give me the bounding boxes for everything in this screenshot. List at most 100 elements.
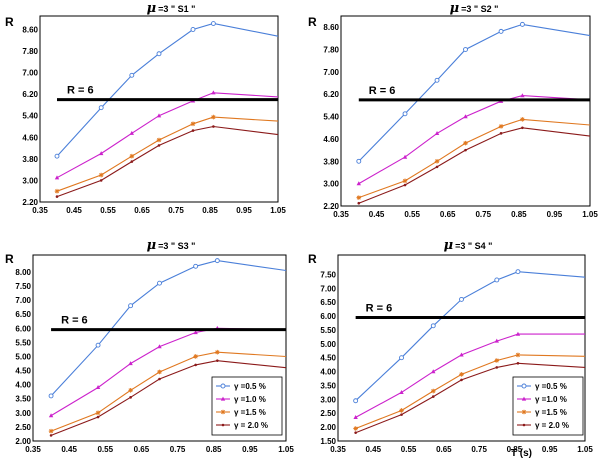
data-point <box>402 111 408 117</box>
y-tick-label: 7.00 <box>22 69 38 78</box>
y-tick-label: 6.00 <box>320 312 336 321</box>
y-tick-label: 3.80 <box>22 155 38 164</box>
y-tick-label: 5.50 <box>320 326 336 335</box>
data-point <box>49 434 53 437</box>
y-tick-label: 3.80 <box>323 157 339 166</box>
data-point <box>495 366 499 369</box>
legend-label: γ =0.5 % <box>234 382 266 391</box>
data-point <box>399 355 404 361</box>
data-point <box>156 113 162 118</box>
title-mu: μ <box>147 1 157 16</box>
series-layer <box>54 21 279 198</box>
data-point <box>96 415 100 419</box>
data-point <box>494 338 499 343</box>
x-tick-label: 0.65 <box>436 445 452 454</box>
y-tick-label: 2.20 <box>323 202 339 211</box>
y-tick-label: 3.00 <box>323 180 339 189</box>
data-point <box>158 377 161 381</box>
legend-marker <box>221 423 225 427</box>
data-point <box>156 137 162 143</box>
y-tick-labels: 2.20 3.00 3.80 4.60 5.40 6.20 7.00 7.80 … <box>22 25 38 207</box>
data-point <box>128 361 133 366</box>
data-point <box>54 188 60 194</box>
y-tick-label: 4.00 <box>320 368 336 377</box>
y-tick-label: 2.50 <box>320 409 336 418</box>
legend-label: γ =1.5 % <box>234 408 266 417</box>
panel-title: μ =3 " S1 " <box>147 1 196 16</box>
x-tick-labels: 0.35 0.45 0.55 0.65 0.75 0.85 0.95 1.05 <box>333 210 598 219</box>
data-point <box>435 165 439 169</box>
data-point <box>191 129 195 132</box>
y-tick-label: 7.00 <box>323 68 339 77</box>
y-tick-label: 1.50 <box>320 437 336 446</box>
x-tick-label: 0.35 <box>25 445 41 454</box>
y-tick-label: 4.50 <box>320 354 336 363</box>
y-tick-label: 4.60 <box>323 135 339 144</box>
legend-label: γ = 2.0 % <box>535 421 569 430</box>
x-tick-label: 0.85 <box>507 445 523 454</box>
x-tick-label: 0.55 <box>401 445 417 454</box>
data-point <box>356 158 362 164</box>
legend: γ =0.5 % γ =1.0 % γ =1.5 % γ = 2.0 % <box>512 376 584 436</box>
data-point <box>129 72 135 78</box>
panel-s4: μ =3 " S4 " R 1.50 2.00 2.50 3.00 3.50 4.… <box>308 238 593 459</box>
data-point <box>95 342 101 348</box>
legend-marker <box>220 409 226 415</box>
y-tick-label: 6.20 <box>22 90 38 99</box>
data-point <box>129 130 134 135</box>
data-point <box>434 158 440 164</box>
data-point <box>157 144 161 147</box>
y-tick-label: 6.50 <box>320 298 336 307</box>
data-point <box>190 27 196 32</box>
x-tick-label: 0.95 <box>236 206 252 215</box>
y-tick-label: 5.00 <box>15 352 31 361</box>
y-tick-label: 3.00 <box>320 395 336 404</box>
title-mu: μ <box>147 238 157 253</box>
x-tick-label: 0.85 <box>206 445 222 454</box>
x-tick-label: 0.65 <box>134 206 150 215</box>
data-point <box>190 121 196 127</box>
data-point <box>463 47 468 52</box>
x-tick-label: 0.75 <box>170 445 186 454</box>
y-tick-label: 4.60 <box>22 133 38 142</box>
reference-label: R = 6 <box>61 315 88 327</box>
x-tick-label: 0.45 <box>369 210 385 219</box>
x-tick-label: 0.75 <box>168 206 184 215</box>
legend-label: γ = 2.0 % <box>234 421 268 430</box>
data-point <box>399 390 404 395</box>
legend-marker <box>220 396 226 401</box>
y-tick-label: 7.00 <box>320 284 336 293</box>
data-point <box>130 160 134 163</box>
y-tick-labels: 1.50 2.00 2.50 3.00 3.50 4.00 4.50 5.00 … <box>320 270 336 446</box>
x-tick-label: 0.85 <box>202 206 218 215</box>
y-tick-labels: 2.00 2.50 3.00 3.50 4.00 4.50 5.00 5.50 … <box>15 268 31 446</box>
data-point <box>402 154 408 159</box>
data-point <box>214 258 220 264</box>
data-point <box>353 426 358 431</box>
title-rest: =3 " S3 " <box>158 241 195 251</box>
data-point <box>193 354 198 359</box>
data-point <box>95 385 101 390</box>
data-point <box>353 415 358 420</box>
y-tick-label: 7.00 <box>15 296 31 305</box>
data-point <box>354 431 357 434</box>
y-tick-label: 8.60 <box>22 25 38 34</box>
x-tick-label: 0.45 <box>365 445 381 454</box>
data-point <box>356 195 362 200</box>
x-tick-label: 1.05 <box>577 445 593 454</box>
y-tick-label: 5.00 <box>320 340 336 349</box>
data-point <box>128 387 133 393</box>
y-tick-label: 7.50 <box>15 282 31 291</box>
data-point <box>434 130 440 135</box>
y-tick-label: 6.00 <box>15 324 31 333</box>
data-point <box>494 358 500 363</box>
x-tick-label: 1.05 <box>278 445 294 454</box>
reference-label: R = 6 <box>67 85 94 97</box>
y-tick-label: 5.50 <box>15 338 31 347</box>
data-point <box>515 331 521 336</box>
x-tick-label: 1.05 <box>270 206 286 215</box>
data-point <box>494 277 500 283</box>
legend-marker <box>220 383 226 389</box>
data-point <box>98 105 104 111</box>
data-point <box>48 413 54 418</box>
